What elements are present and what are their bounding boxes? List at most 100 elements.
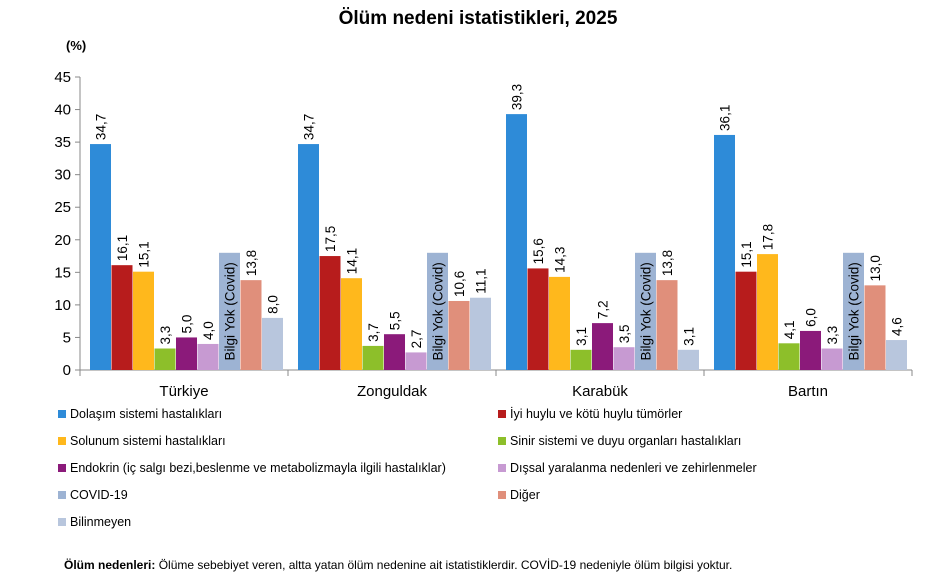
bar-value-label: 39,3 bbox=[510, 84, 525, 110]
y-tick-label: 20 bbox=[54, 232, 71, 249]
bar-value-label: 36,1 bbox=[718, 105, 733, 131]
legend-label: Solunum sistemi hastalıkları bbox=[70, 434, 226, 448]
bar bbox=[319, 256, 341, 370]
legend-item: Bilinmeyen bbox=[58, 515, 131, 529]
bar-value-label: 3,3 bbox=[158, 326, 173, 345]
bar-value-label: 17,5 bbox=[323, 226, 338, 252]
y-tick-label: 45 bbox=[54, 69, 71, 86]
footnote-bold: Ölüm nedenleri: bbox=[64, 558, 156, 572]
bar bbox=[592, 323, 613, 370]
y-tick-label: 15 bbox=[54, 264, 71, 281]
bar-value-label: 15,1 bbox=[739, 241, 754, 267]
legend-swatch bbox=[58, 518, 66, 526]
bar bbox=[678, 349, 699, 370]
y-tick-label: 5 bbox=[63, 329, 71, 346]
bar-value-label: 13,0 bbox=[868, 255, 883, 281]
legend-label: Diğer bbox=[510, 488, 540, 502]
bar-value-label: 34,7 bbox=[302, 114, 317, 140]
bar-value-label: 7,2 bbox=[596, 300, 611, 319]
bar-value-label: 16,1 bbox=[115, 235, 130, 261]
bar-value-label: 5,5 bbox=[388, 311, 403, 330]
covid-no-data-label: Bilgi Yok (Covid) bbox=[639, 262, 654, 360]
bar bbox=[90, 144, 111, 370]
y-tick-label: 25 bbox=[54, 199, 71, 216]
bar bbox=[111, 265, 133, 370]
bar-value-label: 6,0 bbox=[804, 308, 819, 327]
bar bbox=[176, 337, 197, 370]
legend-item: İyi huylu ve kötü huylu tümörler bbox=[498, 407, 682, 421]
legend-swatch bbox=[58, 410, 66, 418]
covid-no-data-bar bbox=[219, 252, 240, 370]
covid-no-data-label: Bilgi Yok (Covid) bbox=[223, 262, 238, 360]
legend-label: İyi huylu ve kötü huylu tümörler bbox=[510, 407, 683, 421]
bar bbox=[341, 278, 362, 370]
covid-no-data-bar bbox=[427, 252, 448, 370]
bar bbox=[757, 254, 778, 370]
bar bbox=[549, 276, 570, 370]
legend-label: Dışsal yaralanma nedenleri ve zehirlenme… bbox=[510, 461, 757, 475]
bar-value-label: 17,8 bbox=[761, 224, 776, 250]
bar-value-label: 3,1 bbox=[574, 327, 589, 346]
bar-value-label: 14,1 bbox=[345, 248, 360, 274]
legend-label: Bilinmeyen bbox=[70, 515, 132, 529]
bar-value-label: 3,5 bbox=[617, 324, 632, 343]
bar bbox=[448, 300, 470, 370]
bar-value-label: 4,6 bbox=[890, 317, 905, 336]
x-category-label: Bartın bbox=[788, 383, 828, 400]
legend-swatch bbox=[498, 437, 506, 445]
legend-swatch bbox=[58, 464, 66, 472]
bar-value-label: 3,7 bbox=[366, 323, 381, 342]
x-category-label: Zonguldak bbox=[357, 383, 428, 400]
bar bbox=[197, 343, 219, 370]
bar-value-label: 4,1 bbox=[782, 321, 797, 340]
bar bbox=[613, 347, 635, 370]
bar bbox=[262, 317, 283, 370]
legend-item: Dolaşım sistemi hastalıkları bbox=[58, 407, 222, 421]
x-category-label: Karabük bbox=[572, 383, 628, 400]
bar bbox=[470, 297, 491, 370]
bar-value-label: 4,0 bbox=[201, 321, 216, 340]
x-category-label: Türkiye bbox=[159, 383, 208, 400]
legend-item: Solunum sistemi hastalıkları bbox=[58, 434, 226, 448]
bar-value-label: 34,7 bbox=[94, 114, 109, 140]
bar bbox=[384, 334, 405, 370]
bar-value-label: 3,1 bbox=[682, 327, 697, 346]
y-tick-label: 0 bbox=[63, 362, 71, 379]
legend-label: Endokrin (iç salgı bezi,beslenme ve meta… bbox=[70, 461, 446, 475]
bar-value-label: 10,6 bbox=[452, 271, 467, 297]
footnote-text: Ölüme sebebiyet veren, altta yatan ölüm … bbox=[155, 558, 733, 572]
chart-plot: Ölüm nedeni istatistikleri, 2025 (%) 0 5 1… bbox=[54, 8, 913, 400]
legend-item: Endokrin (iç salgı bezi,beslenme ve meta… bbox=[58, 461, 446, 475]
legend-swatch bbox=[498, 464, 506, 472]
legend-swatch bbox=[498, 410, 506, 418]
bar bbox=[886, 340, 907, 370]
legend-item: Sinir sistemi ve duyu organları hastalık… bbox=[498, 434, 741, 448]
covid-no-data-label: Bilgi Yok (Covid) bbox=[847, 262, 862, 360]
legend-item: Diğer bbox=[498, 488, 540, 502]
bar bbox=[800, 330, 821, 370]
y-tick-label: 35 bbox=[54, 134, 71, 151]
legend-label: Dolaşım sistemi hastalıkları bbox=[70, 407, 223, 421]
bar-value-label: 8,0 bbox=[266, 295, 281, 314]
legend-swatch bbox=[58, 491, 66, 499]
bar bbox=[735, 271, 757, 370]
bar-value-label: 15,6 bbox=[531, 238, 546, 264]
legend-item: Dışsal yaralanma nedenleri ve zehirlenme… bbox=[498, 461, 757, 475]
bar-value-label: 13,8 bbox=[244, 250, 259, 276]
covid-no-data-bar bbox=[843, 252, 864, 370]
chart-title: Ölüm nedeni istatistikleri, 2025 bbox=[339, 8, 618, 29]
bar-value-label: 3,3 bbox=[825, 326, 840, 345]
bar bbox=[154, 348, 176, 370]
bar-value-label: 5,0 bbox=[180, 315, 195, 334]
covid-no-data-bar bbox=[635, 252, 656, 370]
bar bbox=[527, 268, 549, 370]
footnote: Ölüm nedenleri: Ölüme sebebiyet veren, a… bbox=[64, 558, 732, 572]
y-tick-label: 30 bbox=[54, 167, 71, 184]
bar-value-label: 11,1 bbox=[474, 268, 489, 293]
bar bbox=[362, 345, 384, 370]
legend-item: COVID-19 bbox=[58, 488, 128, 502]
legend-swatch bbox=[498, 491, 506, 499]
legend-label: COVID-19 bbox=[70, 488, 128, 502]
bar bbox=[778, 343, 800, 370]
covid-no-data-label: Bilgi Yok (Covid) bbox=[431, 262, 446, 360]
